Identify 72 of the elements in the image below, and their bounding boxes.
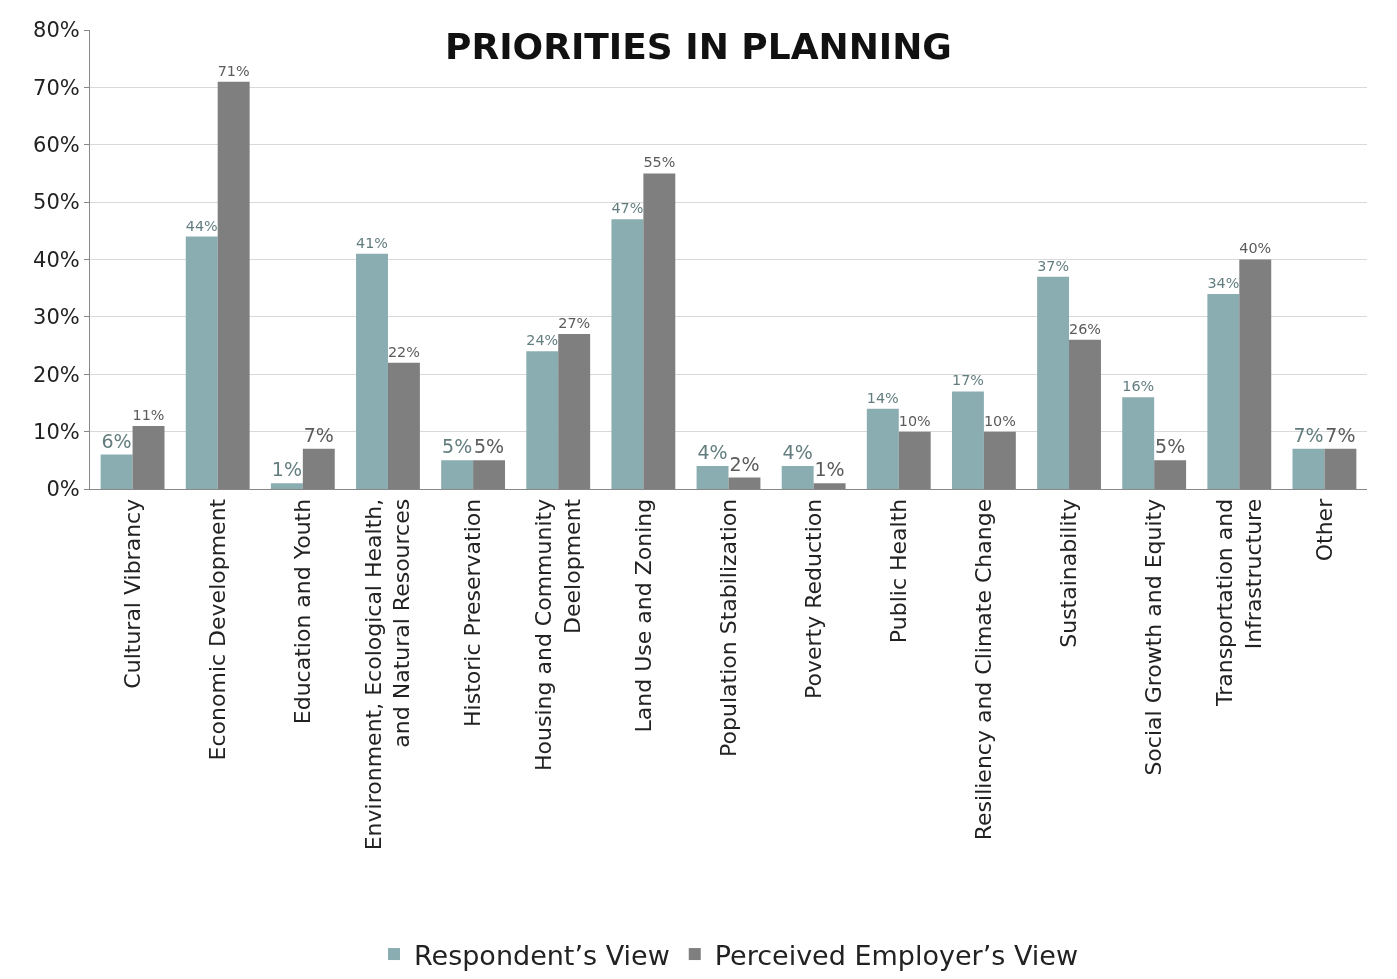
x-tick-label: Sustainability: [1056, 498, 1082, 648]
x-tick-label: Poverty Reduction: [800, 498, 826, 699]
data-label: 41%: [356, 234, 388, 251]
x-tick-label: Education and Youth: [289, 498, 315, 725]
data-label: 24%: [526, 332, 559, 349]
data-label: 11%: [132, 406, 165, 423]
chart-title: PRIORITIES IN PLANNING: [445, 26, 952, 68]
data-label: 37%: [1037, 257, 1070, 274]
y-tick-label: 50%: [33, 190, 80, 215]
bar: [951, 391, 984, 489]
x-tick-label: Environment, Ecological Health, and Natural Resources: [360, 498, 415, 851]
data-label: 27%: [558, 315, 591, 332]
data-label: 1%: [271, 458, 302, 481]
x-tick-label: Cultural Vibrancy: [119, 498, 145, 689]
y-tick-label: 10%: [33, 419, 80, 444]
bar: [356, 253, 388, 489]
data-label: 7%: [1293, 423, 1324, 446]
data-label: 4%: [782, 441, 813, 464]
bar: [1292, 448, 1325, 489]
data-label: 40%: [1239, 240, 1272, 257]
x-tick-label: Population Stabilization: [715, 498, 741, 757]
bar: [781, 466, 814, 489]
data-label: 2%: [729, 452, 760, 475]
legend-label: Respondent’s View: [414, 939, 670, 971]
x-tick-label: Housing and Community Deelopment: [531, 498, 585, 771]
bar: [1037, 276, 1070, 489]
bar: [866, 408, 899, 489]
y-tick-label: 0%: [46, 477, 80, 502]
x-tick-label: Resiliency and Climate Change: [971, 498, 997, 841]
y-tick-label: 20%: [33, 362, 80, 387]
data-label: 10%: [898, 412, 931, 429]
x-tick-label: Transportation and Infrastructure: [1212, 498, 1266, 708]
data-label: 47%: [611, 200, 644, 217]
bar: [611, 219, 644, 489]
bar: [696, 466, 729, 489]
legend-label: Perceived Employer’s View: [714, 939, 1078, 971]
data-label: 22%: [387, 343, 420, 360]
bar: [270, 483, 303, 489]
data-label: 7%: [1325, 423, 1356, 446]
bar: [441, 460, 474, 489]
data-label: 14%: [866, 389, 899, 406]
y-tick-label: 70%: [33, 75, 80, 100]
data-label: 6%: [101, 429, 132, 452]
data-label: 7%: [303, 423, 334, 446]
data-label: 5%: [442, 435, 473, 458]
x-tick-label: Other: [1311, 497, 1337, 562]
x-tick-label: Historic Preservation: [460, 498, 486, 727]
x-tick-label: Land Use and Zoning: [630, 498, 656, 733]
data-label: 16%: [1122, 378, 1155, 395]
data-label: 55%: [643, 154, 676, 171]
data-label: 34%: [1207, 274, 1240, 291]
data-label: 10%: [983, 412, 1016, 429]
y-tick-label: 60%: [33, 133, 80, 158]
data-label: 26%: [1069, 320, 1101, 337]
y-tick-label: 80%: [33, 18, 80, 43]
bar: [185, 236, 218, 489]
data-label: 71%: [217, 62, 250, 79]
data-label: 4%: [697, 441, 728, 464]
data-label: 5%: [473, 435, 505, 458]
x-tick-label: Social Growth and Equity: [1141, 498, 1167, 776]
data-label: 1%: [814, 458, 845, 481]
x-tick-label: Public Health: [885, 498, 911, 644]
y-tick-label: 30%: [33, 305, 80, 330]
bar: [526, 351, 559, 489]
bar: [1207, 293, 1240, 489]
data-label: 17%: [951, 372, 984, 389]
data-label: 44%: [185, 217, 218, 234]
bar: [100, 454, 133, 489]
x-tick-label: Economic Development: [204, 498, 230, 761]
data-label: 5%: [1155, 435, 1186, 458]
bar: [1122, 397, 1155, 489]
y-tick-label: 40%: [33, 247, 80, 272]
